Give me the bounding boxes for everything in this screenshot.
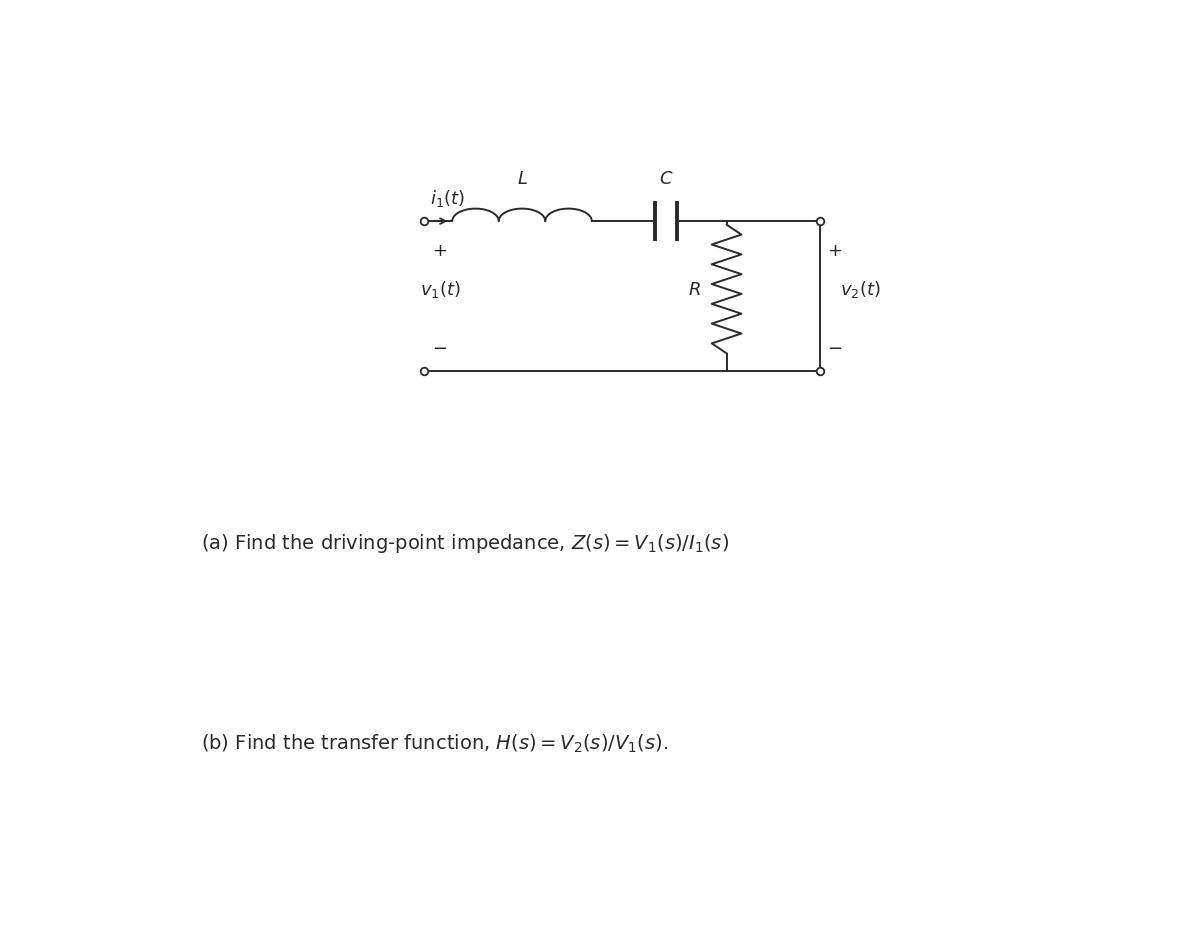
Text: (a) Find the driving-point impedance, $Z(s) = V_1(s)/I_1(s)$: (a) Find the driving-point impedance, $Z…: [202, 531, 730, 554]
Text: (b) Find the transfer function, $H(s) = V_2(s)/V_1(s)$.: (b) Find the transfer function, $H(s) = …: [202, 731, 668, 754]
Text: $C$: $C$: [659, 170, 673, 187]
Text: $i_1(t)$: $i_1(t)$: [430, 188, 464, 209]
Text: +: +: [827, 242, 842, 260]
Text: $L$: $L$: [516, 170, 528, 187]
Text: $-$: $-$: [827, 338, 842, 356]
Text: $-$: $-$: [432, 338, 446, 356]
Text: $R$: $R$: [688, 281, 701, 298]
Text: $v_2(t)$: $v_2(t)$: [840, 279, 881, 300]
Text: +: +: [432, 242, 446, 260]
Text: $v_1(t)$: $v_1(t)$: [420, 279, 461, 300]
